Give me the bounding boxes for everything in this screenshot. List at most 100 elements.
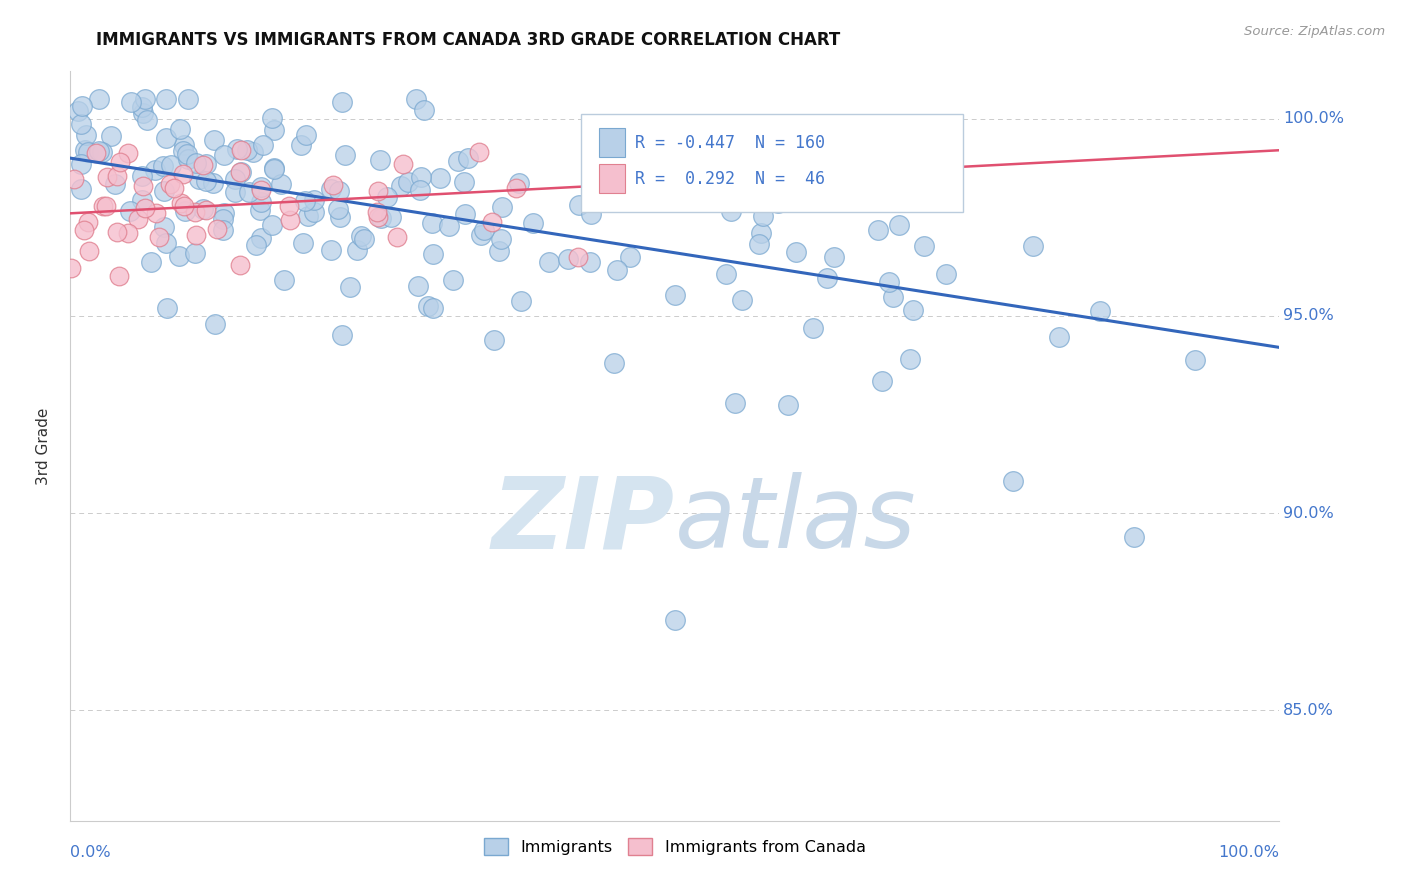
Point: [866, 222, 889, 236]
Point: [152, 159, 174, 173]
Point: [389, 178, 412, 193]
Point: [132, 105, 155, 120]
Point: [242, 145, 264, 160]
Point: [385, 230, 408, 244]
Point: [823, 251, 845, 265]
Point: [100, 128, 122, 143]
Point: [882, 290, 904, 304]
Point: [749, 227, 772, 241]
Point: [375, 190, 398, 204]
Text: 90.0%: 90.0%: [1284, 506, 1334, 521]
Point: [422, 247, 444, 261]
Point: [250, 231, 273, 245]
Point: [291, 236, 314, 251]
Point: [731, 293, 754, 308]
Point: [263, 162, 285, 177]
Point: [482, 333, 505, 347]
Point: [579, 207, 602, 221]
Point: [224, 172, 246, 186]
Point: [191, 158, 214, 172]
Point: [156, 301, 179, 315]
Point: [441, 273, 464, 287]
Point: [91, 145, 114, 159]
Point: [120, 95, 142, 110]
Point: [260, 218, 283, 232]
Point: [934, 267, 956, 281]
Point: [335, 148, 357, 162]
Point: [752, 210, 775, 224]
Point: [131, 99, 153, 113]
Point: [803, 320, 825, 334]
Point: [457, 151, 479, 165]
Text: 95.0%: 95.0%: [1284, 309, 1334, 324]
Point: [104, 178, 127, 192]
Point: [167, 249, 190, 263]
Point: [173, 138, 195, 153]
Point: [250, 194, 273, 209]
Text: R =  0.292  N =  46: R = 0.292 N = 46: [636, 169, 825, 187]
Point: [522, 216, 544, 230]
Legend: Immigrants, Immigrants from Canada: Immigrants, Immigrants from Canada: [477, 832, 873, 862]
Point: [578, 255, 600, 269]
Point: [398, 175, 420, 189]
Point: [70, 99, 93, 113]
Point: [70, 182, 93, 196]
Point: [201, 176, 224, 190]
FancyBboxPatch shape: [599, 164, 626, 193]
Point: [194, 157, 217, 171]
Point: [1184, 352, 1206, 367]
Point: [766, 196, 789, 211]
Point: [87, 144, 110, 158]
Point: [405, 92, 427, 106]
Point: [557, 252, 579, 266]
Point: [380, 210, 402, 224]
Point: [353, 232, 375, 246]
Point: [245, 238, 267, 252]
Point: [148, 230, 170, 244]
Point: [225, 142, 247, 156]
Point: [329, 211, 352, 225]
Point: [141, 255, 163, 269]
Point: [294, 194, 316, 208]
Point: [870, 374, 893, 388]
Point: [439, 219, 461, 234]
Text: IMMIGRANTS VS IMMIGRANTS FROM CANADA 3RD GRADE CORRELATION CHART: IMMIGRANTS VS IMMIGRANTS FROM CANADA 3RD…: [96, 31, 839, 49]
Point: [91, 199, 114, 213]
Point: [912, 238, 935, 252]
Point: [724, 395, 747, 409]
Point: [321, 243, 343, 257]
Point: [367, 184, 389, 198]
Point: [420, 216, 443, 230]
Point: [207, 222, 229, 236]
Point: [606, 263, 628, 277]
Point: [664, 287, 686, 301]
Point: [183, 246, 205, 260]
Point: [67, 104, 90, 119]
Point: [236, 144, 259, 158]
Point: [302, 193, 325, 207]
Point: [488, 244, 510, 258]
Point: [162, 181, 184, 195]
Point: [173, 199, 195, 213]
Point: [778, 398, 800, 412]
Point: [319, 182, 342, 196]
Point: [472, 223, 495, 237]
Point: [153, 184, 176, 198]
Point: [73, 222, 96, 236]
Point: [173, 203, 195, 218]
Point: [110, 154, 132, 169]
Point: [194, 203, 217, 218]
Point: [470, 227, 492, 242]
Point: [567, 250, 589, 264]
Point: [250, 179, 273, 194]
Point: [619, 251, 641, 265]
Point: [568, 198, 591, 212]
Text: ZIP: ZIP: [492, 473, 675, 569]
Point: [160, 158, 183, 172]
Point: [77, 244, 100, 259]
Point: [170, 196, 193, 211]
Point: [159, 177, 181, 191]
Point: [416, 299, 439, 313]
Point: [263, 161, 285, 175]
Point: [468, 145, 491, 160]
